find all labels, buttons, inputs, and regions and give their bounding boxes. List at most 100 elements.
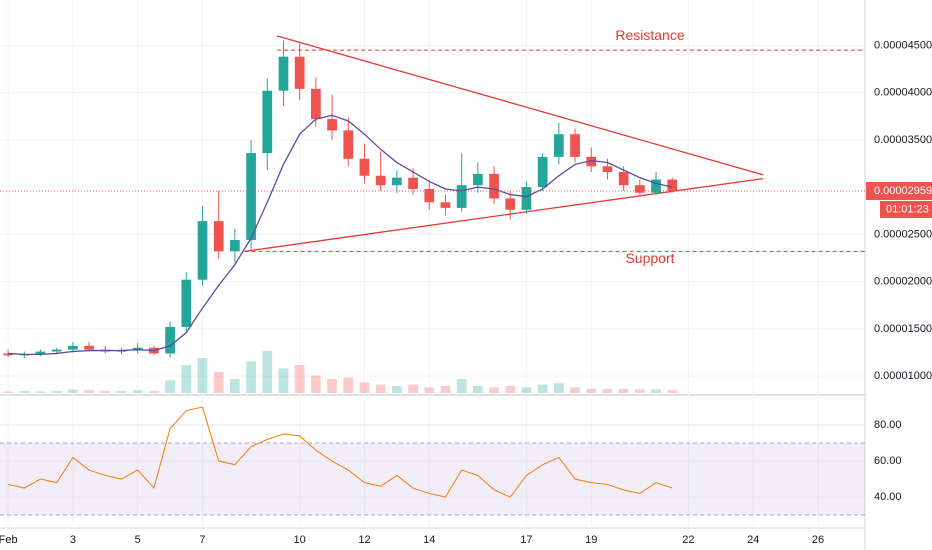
rsi-line	[7, 406, 673, 498]
volume-bar	[424, 387, 435, 393]
candle-body	[472, 173, 483, 186]
candle-body	[246, 153, 256, 241]
volume-bar	[440, 386, 451, 393]
volume-bar	[51, 390, 62, 393]
volume-bar	[132, 390, 143, 393]
x-tick-label: 22	[682, 534, 694, 546]
candle-body	[651, 179, 661, 193]
candle-body	[311, 88, 321, 120]
x-tick-label: 7	[199, 534, 205, 546]
volume-bar	[602, 388, 613, 393]
last-price-box	[866, 181, 932, 200]
volume-bar	[521, 387, 532, 393]
candle-body	[553, 134, 564, 157]
candle-body	[505, 198, 516, 210]
x-tick-label: 19	[585, 534, 597, 546]
volume-bar	[537, 384, 548, 393]
y-tick-label: 40.00	[874, 491, 902, 503]
volume-bar	[327, 379, 337, 393]
candle-body	[634, 185, 645, 193]
volume-bar	[343, 377, 354, 393]
candle-body	[456, 185, 467, 208]
volume-bar	[262, 351, 273, 393]
x-tick-label: 10	[294, 534, 306, 546]
candle-body	[165, 326, 175, 354]
annotation: Resistance	[615, 27, 684, 43]
volume-bar	[165, 380, 175, 393]
y-tick-label: 60.00	[874, 455, 902, 467]
candle-body	[586, 156, 597, 167]
candle-body	[440, 202, 451, 208]
x-tick-label: 3	[70, 534, 76, 546]
last-price-label: 0.00002959	[874, 185, 932, 197]
candle-body	[35, 351, 46, 355]
candle-body	[51, 349, 62, 352]
candle-body	[537, 156, 548, 188]
volume-bar	[311, 375, 321, 393]
volume-bar	[294, 365, 305, 393]
x-tick-label: 5	[135, 534, 141, 546]
candle-body	[667, 179, 678, 191]
countdown-label: 01:01:23	[886, 203, 929, 215]
y-tick-label: 0.00004500	[874, 39, 932, 51]
volume-bar	[586, 388, 597, 393]
candle-body	[3, 353, 13, 356]
volume-bar	[149, 390, 159, 393]
candle-body	[181, 279, 192, 327]
x-tick-label: 24	[747, 534, 759, 546]
volume-bar	[181, 365, 192, 393]
volume-bar	[505, 386, 516, 393]
volume-bar	[375, 384, 386, 393]
candle-body	[521, 187, 532, 210]
y-tick-label: 0.00002500	[874, 228, 932, 240]
volume-bar	[667, 390, 678, 393]
candle-body	[392, 177, 402, 186]
volume-bar	[634, 389, 645, 393]
volume-bar	[116, 390, 127, 393]
x-tick-label: 17	[520, 534, 532, 546]
rsi-band	[0, 443, 865, 516]
volume-bar	[618, 388, 629, 393]
volume-bar	[651, 389, 661, 393]
annotation: Support	[625, 250, 674, 266]
volume-bar	[19, 390, 30, 393]
candle-body	[327, 119, 337, 131]
candle-body	[262, 90, 273, 154]
y-tick-label: 0.00001500	[874, 323, 932, 335]
moving-average	[8, 114, 673, 356]
candle-body	[424, 188, 435, 203]
candle-body	[489, 173, 499, 199]
x-tick-label: 14	[423, 534, 435, 546]
candle-body	[230, 240, 240, 252]
candle-body	[343, 130, 354, 159]
candle-body	[570, 134, 580, 157]
x-tick-label: 26	[812, 534, 824, 546]
countdown-box	[880, 200, 932, 218]
candle-body	[294, 56, 305, 89]
y-tick-label: 0.00002000	[874, 276, 932, 288]
volume-bar	[472, 386, 483, 393]
volume-bar	[3, 391, 13, 393]
y-tick-label: 80.00	[874, 419, 902, 431]
candle-body	[84, 345, 94, 350]
volume-bar	[392, 386, 402, 393]
volume-bar	[68, 389, 78, 393]
volume-bar	[553, 383, 564, 393]
volume-bar	[100, 390, 111, 393]
y-tick-label: 0.00003500	[874, 134, 932, 146]
volume-bar	[35, 391, 46, 393]
candle-body	[213, 221, 224, 252]
volume-bar	[84, 390, 94, 393]
volume-bar	[456, 379, 467, 393]
volume-bar	[408, 384, 418, 393]
candle-body	[618, 171, 629, 186]
candle-body	[375, 175, 386, 186]
y-tick-label: 0.00004000	[874, 87, 932, 99]
candle-body	[359, 158, 370, 176]
x-tick-label: 12	[358, 534, 370, 546]
volume-bar	[213, 372, 224, 393]
y-tick-label: 0.00001000	[874, 370, 932, 382]
volume-bar	[489, 387, 499, 393]
volume-bar	[278, 368, 289, 393]
